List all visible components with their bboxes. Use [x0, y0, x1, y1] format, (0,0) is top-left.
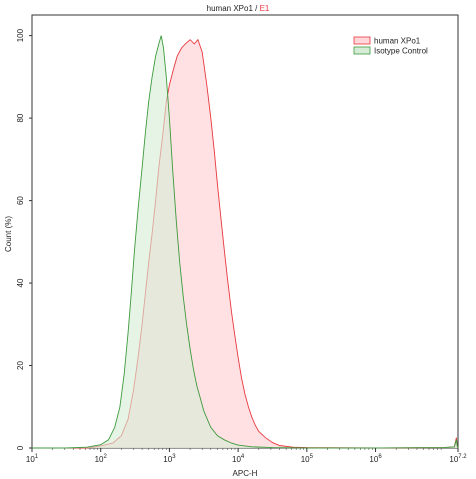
- x-tick-label: 104: [232, 454, 245, 464]
- y-tick-label: 0: [16, 445, 25, 450]
- legend-label-1: Isotype Control: [374, 47, 428, 56]
- x-tick-label: 106: [369, 454, 382, 464]
- y-axis-label: Count (%): [4, 216, 13, 252]
- y-tick-label: 20: [16, 361, 25, 370]
- series-line-1: [32, 35, 459, 449]
- series-area-1: [32, 35, 458, 448]
- legend-label-0: human XPo1: [374, 37, 421, 46]
- x-axis-ticks: 101 102 103 104 105 106 107.2: [26, 448, 467, 464]
- x-tick-label: 102: [95, 454, 108, 464]
- y-tick-label: 40: [16, 278, 25, 287]
- x-tick-label: 103: [163, 454, 176, 464]
- y-tick-label: 60: [16, 196, 25, 205]
- chart-title-accent: E1: [260, 4, 270, 13]
- x-axis-label: APC-H: [233, 469, 258, 478]
- y-axis-ticks: 0 20 40 60 80 100: [16, 28, 32, 450]
- series-layer: [32, 35, 459, 449]
- plot-frame: [31, 14, 459, 449]
- chart-title: human XPo1 / E1: [207, 4, 270, 13]
- y-tick-label: 100: [16, 28, 25, 42]
- legend-swatch-1: [353, 46, 371, 55]
- x-tick-label: 101: [26, 454, 39, 464]
- y-tick-label: 80: [16, 113, 25, 122]
- chart-title-main: human XPo1 /: [207, 4, 260, 13]
- x-tick-label: 107.2: [449, 454, 467, 464]
- legend-swatch-0: [353, 36, 371, 45]
- x-tick-label: 105: [301, 454, 314, 464]
